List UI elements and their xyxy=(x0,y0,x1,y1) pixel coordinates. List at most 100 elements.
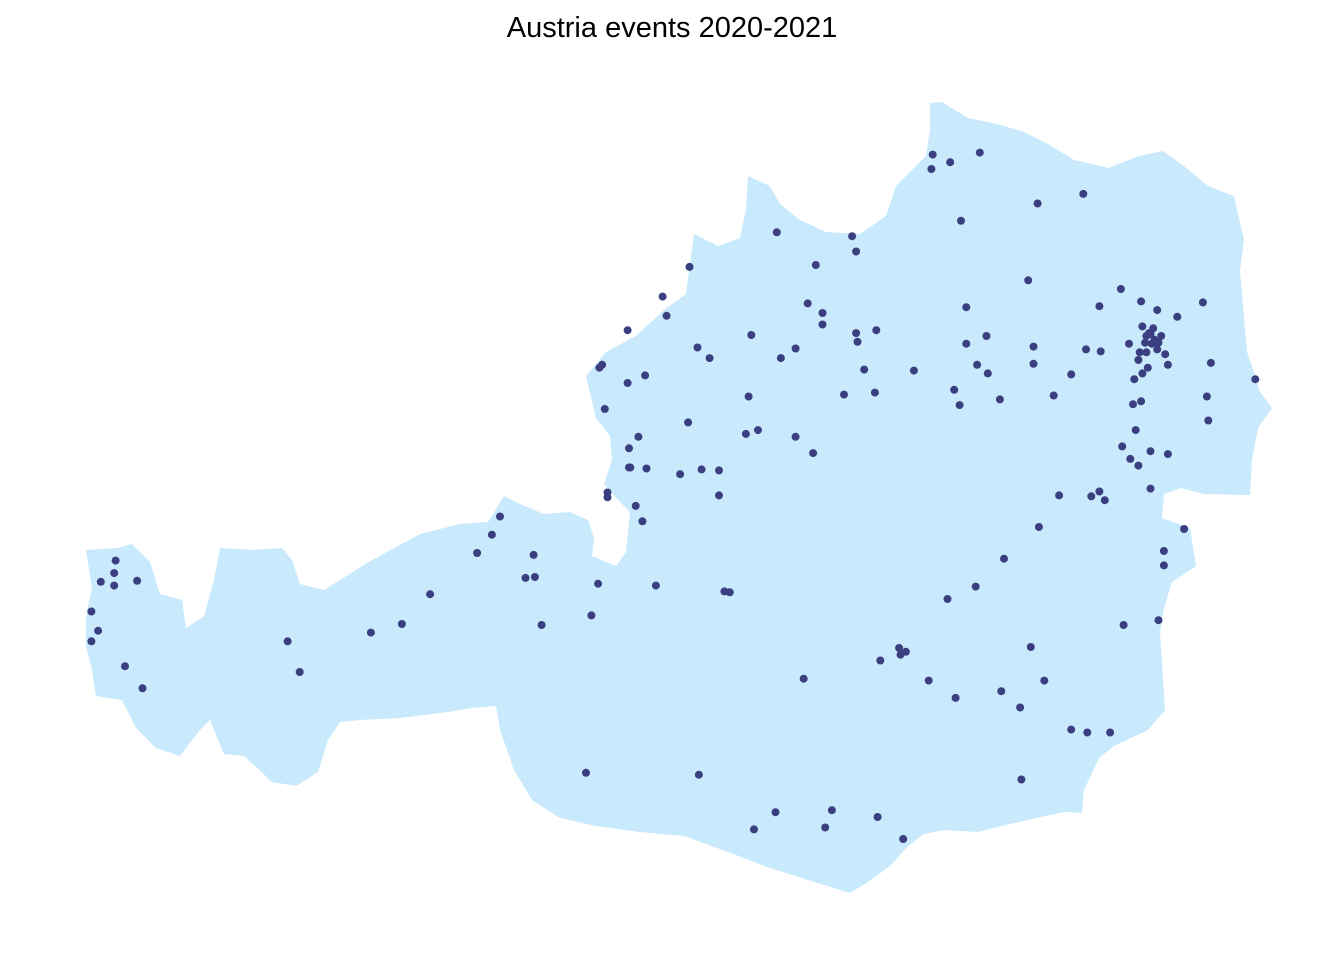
event-point xyxy=(1096,347,1105,356)
event-point xyxy=(1026,643,1035,651)
event-point xyxy=(1033,199,1042,208)
event-point xyxy=(1138,322,1147,331)
event-point xyxy=(1138,369,1147,378)
event-point xyxy=(772,228,781,237)
event-point xyxy=(600,405,609,413)
event-point xyxy=(1082,345,1090,354)
event-point xyxy=(1126,454,1135,463)
event-point xyxy=(951,693,960,702)
event-point xyxy=(111,556,120,565)
event-point xyxy=(943,595,952,603)
austria-shape xyxy=(86,102,1272,893)
event-point xyxy=(684,418,693,427)
event-point xyxy=(791,344,800,353)
event-point xyxy=(638,517,647,526)
event-point xyxy=(625,444,633,453)
event-point xyxy=(110,569,119,578)
event-point xyxy=(747,331,756,339)
event-point xyxy=(603,488,612,497)
event-point xyxy=(840,390,848,399)
event-point xyxy=(1017,775,1026,784)
event-point xyxy=(295,668,304,676)
event-point xyxy=(1159,561,1168,570)
event-point xyxy=(799,674,808,683)
event-point xyxy=(705,354,714,363)
event-point xyxy=(594,579,603,588)
event-point xyxy=(928,150,937,159)
event-point xyxy=(899,835,908,843)
event-point xyxy=(995,395,1004,404)
event-point xyxy=(694,770,703,779)
event-point xyxy=(487,530,496,539)
event-point xyxy=(821,823,830,832)
event-point xyxy=(962,339,971,348)
event-point xyxy=(776,354,785,363)
event-point xyxy=(927,165,936,173)
event-point xyxy=(1134,461,1143,470)
event-point xyxy=(537,621,546,629)
event-point xyxy=(94,626,103,635)
event-point xyxy=(955,401,964,410)
event-point xyxy=(876,656,885,665)
event-point xyxy=(626,463,635,472)
event-point xyxy=(121,662,129,671)
event-point xyxy=(946,158,955,167)
event-point xyxy=(870,388,879,397)
event-point xyxy=(693,343,702,352)
event-point xyxy=(397,620,406,628)
event-point xyxy=(1180,525,1189,533)
event-point xyxy=(1034,523,1043,531)
event-point xyxy=(96,577,105,586)
event-point xyxy=(676,470,685,479)
event-point xyxy=(1142,348,1151,357)
event-points xyxy=(87,148,1260,843)
event-point xyxy=(1153,306,1162,315)
event-point xyxy=(473,549,482,557)
event-point xyxy=(811,261,820,269)
event-point xyxy=(1079,189,1088,198)
event-point xyxy=(853,337,862,346)
event-point xyxy=(744,392,753,401)
event-point xyxy=(997,687,1006,696)
event-point xyxy=(1087,492,1096,501)
event-point xyxy=(725,588,734,597)
map-title: Austria events 2020-2021 xyxy=(506,12,838,44)
event-point xyxy=(642,464,651,473)
event-point xyxy=(1095,302,1104,311)
event-point xyxy=(983,369,992,378)
event-point xyxy=(754,426,762,435)
event-point xyxy=(1154,616,1163,625)
event-point xyxy=(803,299,812,308)
event-point xyxy=(852,329,861,338)
event-point xyxy=(895,644,904,652)
event-point xyxy=(530,573,539,581)
event-point xyxy=(860,365,869,374)
event-point xyxy=(1163,360,1172,369)
event-point xyxy=(809,449,818,458)
event-point xyxy=(715,466,723,475)
event-point xyxy=(1202,392,1211,401)
event-point xyxy=(1049,391,1058,400)
event-point xyxy=(1141,338,1150,347)
event-point xyxy=(1135,348,1144,357)
event-point xyxy=(529,550,538,559)
event-point xyxy=(595,363,604,372)
event-point xyxy=(741,429,750,438)
event-point xyxy=(1137,397,1146,406)
event-point xyxy=(715,491,723,500)
event-point xyxy=(138,684,147,693)
event-point xyxy=(771,808,780,817)
event-point xyxy=(1134,356,1143,364)
event-point xyxy=(623,326,632,335)
event-point xyxy=(1119,621,1128,629)
event-point xyxy=(1154,338,1163,347)
event-point xyxy=(426,590,435,599)
event-point xyxy=(1125,339,1133,348)
event-point xyxy=(582,768,590,777)
event-point xyxy=(1029,359,1038,368)
event-point xyxy=(975,148,984,157)
event-point xyxy=(1204,416,1213,425)
event-point xyxy=(1137,297,1146,306)
event-point xyxy=(1130,375,1139,384)
event-point xyxy=(1129,400,1137,409)
